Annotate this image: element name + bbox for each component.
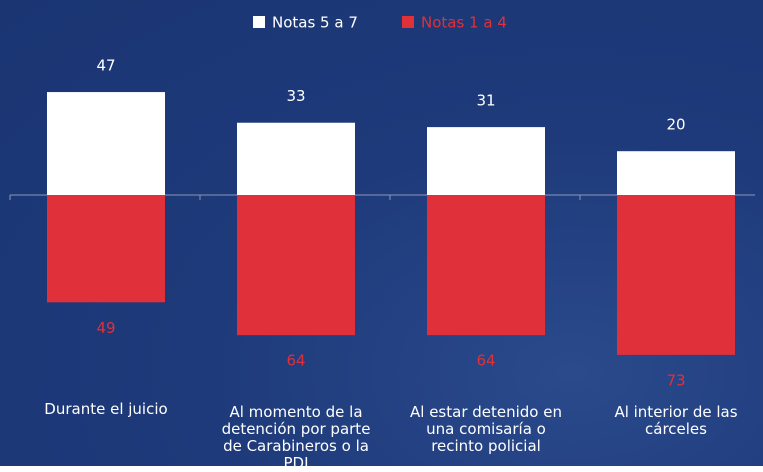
bar: [47, 195, 165, 303]
bar: [237, 195, 355, 336]
legend-label: Notas 5 a 7: [272, 14, 358, 32]
bar: [237, 122, 355, 195]
bar: [427, 127, 545, 195]
bar: [427, 195, 545, 336]
legend-label: Notas 1 a 4: [421, 14, 507, 32]
bar: [47, 92, 165, 195]
legend-swatch: [253, 16, 265, 28]
category-label: Al interior de las cárceles: [614, 403, 738, 438]
legend-swatch: [402, 16, 414, 28]
category-label: Al estar detenido en una comisaría o rec…: [410, 403, 562, 455]
bar: [617, 151, 735, 195]
value-label: 20: [666, 116, 685, 134]
value-label: 49: [96, 319, 115, 337]
bar: [617, 195, 735, 355]
value-label: 47: [96, 57, 115, 75]
value-label: 33: [286, 87, 305, 105]
category-label: Durante el juicio: [44, 400, 168, 418]
value-label: 64: [476, 352, 495, 370]
value-label: 31: [476, 92, 495, 110]
category-label: Al momento de la detención por parte de …: [221, 403, 371, 472]
value-label: 64: [286, 352, 305, 370]
value-label: 73: [666, 371, 685, 389]
